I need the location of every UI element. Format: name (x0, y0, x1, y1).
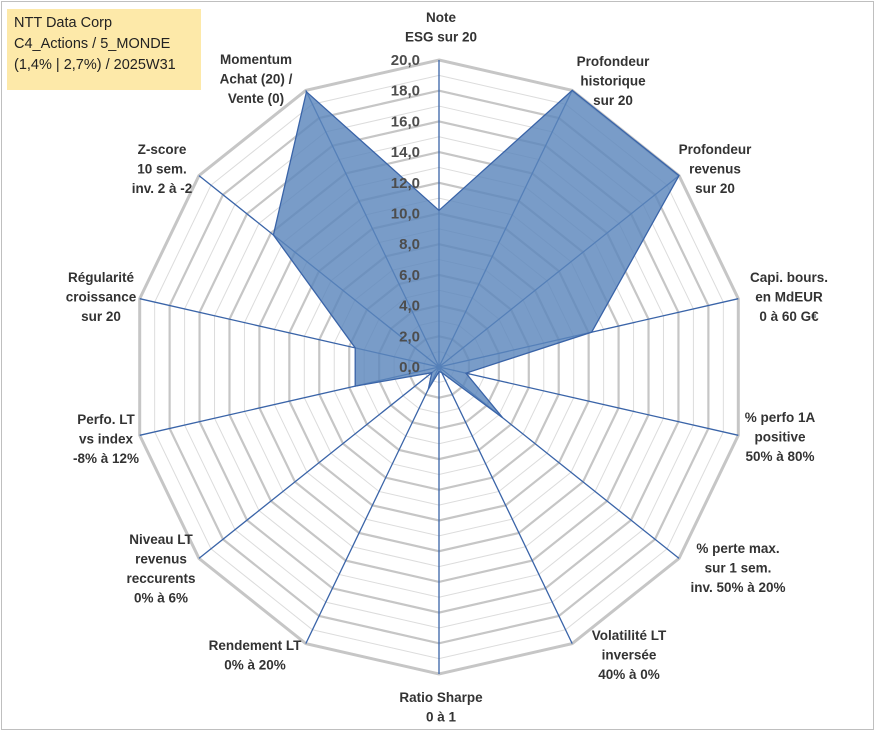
axis-label: Régularité croissance sur 20 (66, 270, 137, 324)
axis-label: Perfo. LT vs index -8% à 12% (73, 412, 139, 466)
company-name: NTT Data Corp (14, 15, 113, 31)
radar-tick-labels: 0,0 2,0 4,0 6,0 8,0 10,0 12,0 14,0 16,0 18,0 20,0 (391, 52, 420, 376)
axis-label: Niveau LT revenus reccurents 0% à 6% (126, 532, 195, 606)
axis-label: Volatilité LT inversée 40% à 0% (592, 628, 667, 682)
axis-label: Profondeur historique sur 20 (577, 54, 650, 108)
tick-label: 10,0 (391, 206, 420, 223)
tick-label: 4,0 (399, 298, 420, 315)
series-area (272, 89, 680, 419)
tick-label: 6,0 (399, 267, 420, 284)
radar-spoke (305, 366, 440, 644)
radar-series (272, 89, 680, 419)
radar-spoke (438, 366, 739, 436)
tick-label: 16,0 (391, 113, 420, 130)
axis-label: % perte max. sur 1 sem. inv. 50% à 20% (690, 541, 785, 595)
tick-label: 8,0 (399, 236, 420, 253)
tick-label: 20,0 (391, 52, 420, 69)
tick-label: 14,0 (391, 144, 420, 161)
axis-label: % perfo 1A positive 50% à 80% (745, 410, 816, 464)
axis-label: Ratio Sharpe 0 à 1 (399, 690, 483, 725)
period-label: (1,4% | 2,7%) / 2025W31 (14, 57, 176, 73)
radar-spoke (198, 366, 440, 559)
radar-axis-labels: Note ESG sur 20 Profondeur historique sur 20… (66, 10, 828, 725)
tick-label: 0,0 (399, 359, 420, 376)
tick-label: 2,0 (399, 328, 420, 345)
portfolio-label: C4_Actions / 5_MONDE (14, 36, 171, 52)
tick-label: 18,0 (391, 83, 420, 100)
axis-label: Z-score 10 sem. inv. 2 à -2 (132, 142, 193, 196)
axis-label: Profondeur revenus sur 20 (679, 142, 752, 196)
axis-label: Note ESG sur 20 (405, 10, 477, 45)
radar-spoke (438, 366, 573, 644)
tick-label: 12,0 (391, 175, 420, 192)
axis-label: Capi. bours. en MdEUR 0 à 60 G€ (750, 270, 828, 324)
axis-label: Momentum Achat (20) / Vente (0) (220, 52, 293, 106)
axis-label: Rendement LT 0% à 20% (209, 638, 303, 673)
chart-title-box: NTT Data Corp C4_Actions / 5_MONDE (1,4%… (7, 9, 201, 90)
